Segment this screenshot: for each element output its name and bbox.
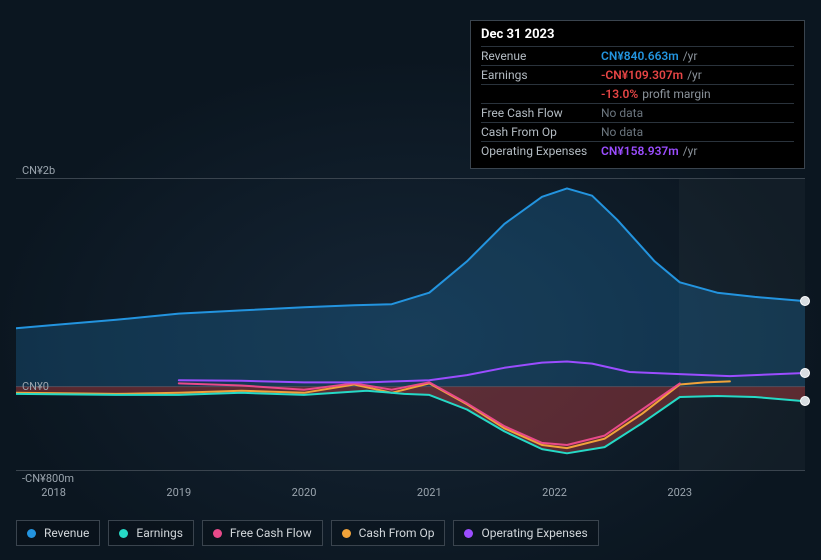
legend-label: Revenue [44,526,89,540]
tooltip-value: No data [601,125,794,139]
legend-swatch [213,529,222,538]
tooltip-row: Cash From OpNo data [481,122,794,141]
tooltip-row: RevenueCN¥840.663m/yr [481,46,794,65]
tooltip-label: Operating Expenses [481,144,601,158]
tooltip-row: Free Cash FlowNo data [481,103,794,122]
y-axis-label: -CN¥800m [22,472,74,485]
tooltip-value: -CN¥109.307m/yr [601,68,794,82]
plot-area[interactable] [16,178,805,470]
financials-chart: CN¥2bCN¥0-CN¥800m20182019202020212022202… [16,160,805,480]
tooltip-label: Earnings [481,68,601,82]
legend-label: Cash From Op [359,526,435,540]
tooltip-date: Dec 31 2023 [481,27,794,42]
tooltip-value: No data [601,106,794,120]
legend-item-operating-expenses[interactable]: Operating Expenses [453,520,598,546]
tooltip-row: -13.0%profit margin [481,84,794,103]
tooltip-label: Revenue [481,49,601,63]
tooltip-label [481,87,601,101]
legend: Revenue Earnings Free Cash Flow Cash From O… [16,520,599,546]
tooltip-label: Cash From Op [481,125,601,139]
tooltip-value: CN¥840.663m/yr [601,49,794,63]
x-axis-label: 2018 [41,486,66,499]
tooltip-value: -13.0%profit margin [601,87,794,101]
legend-item-cash-from-op[interactable]: Cash From Op [331,520,446,546]
axis-line [16,470,805,471]
series-end-marker [800,296,810,306]
legend-swatch [464,529,473,538]
x-axis-label: 2021 [417,486,442,499]
tooltip-row: Operating ExpensesCN¥158.937m/yr [481,141,794,160]
x-axis-label: 2019 [166,486,191,499]
legend-item-earnings[interactable]: Earnings [108,520,194,546]
axis-line [16,178,805,179]
x-axis-label: 2023 [667,486,692,499]
y-axis-label: CN¥0 [22,380,49,393]
legend-label: Free Cash Flow [230,526,312,540]
x-axis-label: 2022 [542,486,567,499]
legend-swatch [27,529,36,538]
tooltip-row: Earnings-CN¥109.307m/yr [481,65,794,84]
legend-item-revenue[interactable]: Revenue [16,520,100,546]
y-axis-label: CN¥2b [22,164,55,177]
tooltip-label: Free Cash Flow [481,106,601,120]
x-axis-label: 2020 [292,486,317,499]
legend-item-free-cash-flow[interactable]: Free Cash Flow [202,520,323,546]
legend-swatch [342,529,351,538]
tooltip-panel: Dec 31 2023 RevenueCN¥840.663m/yrEarning… [470,20,805,169]
legend-swatch [119,529,128,538]
legend-label: Operating Expenses [481,526,587,540]
legend-label: Earnings [136,526,183,540]
series-end-marker [800,396,810,406]
tooltip-value: CN¥158.937m/yr [601,144,794,158]
series-end-marker [800,368,810,378]
